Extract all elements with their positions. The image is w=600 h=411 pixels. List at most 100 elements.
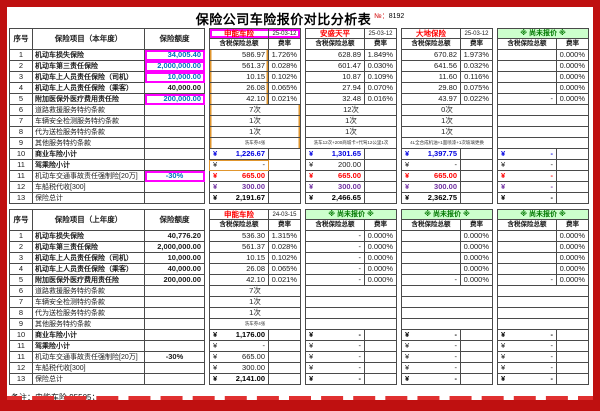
yen-symbol: ¥ (501, 374, 506, 384)
cell-service-value (401, 308, 493, 319)
cell-row-number: 10 (9, 330, 33, 341)
header-amount-with-tax: 含税保险总额 (305, 39, 365, 50)
cell-quota: 200,000.00 (145, 275, 205, 286)
cell-amount: 26.08 (209, 264, 269, 275)
header-amount-with-tax: 含税保险总额 (401, 220, 461, 231)
cell-money-value: ¥ - (209, 341, 269, 352)
cell-rate-empty (461, 352, 493, 363)
cell-rate: 0.016% (365, 94, 397, 105)
cell-amount (497, 231, 557, 242)
cell-rate-empty (557, 193, 589, 204)
cell-rate: 0.000% (557, 275, 589, 286)
cell-rate: 0.000% (365, 231, 397, 242)
cell-money-value: ¥ - (305, 341, 365, 352)
cell-quota (145, 341, 205, 352)
cell-rate-empty (365, 363, 397, 374)
cell-item-name: 附加医保外医疗费用责任险 (33, 94, 145, 105)
cell-amount (401, 231, 461, 242)
yen-symbol: ¥ (309, 341, 314, 351)
cell-amount: - (305, 275, 365, 286)
cell-amount: 670.82 (401, 50, 461, 61)
cell-quota (145, 149, 205, 160)
cell-amount (497, 253, 557, 264)
money-amount: - (454, 160, 458, 170)
cell-row-number: 1 (9, 50, 33, 61)
yen-symbol: ¥ (309, 352, 314, 362)
cell-service-value: 1次 (305, 116, 397, 127)
yen-symbol: ¥ (501, 363, 506, 373)
company-name: 大地保险 (401, 28, 461, 39)
cell-rate-empty (269, 149, 301, 160)
cell-service-value: 1次 (305, 127, 397, 138)
cell-money-value: ¥665.00 (305, 171, 365, 182)
cell-amount: - (305, 253, 365, 264)
cell-money-value: ¥1,301.65 (305, 149, 365, 160)
cell-amount: 11.60 (401, 72, 461, 83)
cell-amount: 10.15 (209, 253, 269, 264)
cell-amount: 536.30 (209, 231, 269, 242)
yen-symbol: ¥ (213, 363, 218, 373)
cell-rate-empty (461, 330, 493, 341)
cell-service-value (305, 308, 397, 319)
cell-rate-empty (461, 149, 493, 160)
cell-amount (497, 242, 557, 253)
cell-rate-empty (365, 330, 397, 341)
cell-rate-empty (269, 341, 301, 352)
header-item: 保险项目（本年度） (33, 28, 145, 50)
header-amount-with-tax: 含税保险总额 (497, 39, 557, 50)
cell-rate: 0.000% (557, 50, 589, 61)
cell-rate: 0.109% (365, 72, 397, 83)
cell-row-number: 10 (9, 149, 33, 160)
money-amount: 300.00 (242, 182, 265, 192)
cell-rate: 0.000% (557, 72, 589, 83)
cell-quota: 40,000.00 (145, 264, 205, 275)
cell-item-name: 机动车损失保险 (33, 231, 145, 242)
cell-service-value: 12次 (305, 105, 397, 116)
cell-money-value: ¥300.00 (401, 182, 461, 193)
cell-row-number: 8 (9, 127, 33, 138)
cell-service-value: 洗车券4张 (209, 319, 301, 330)
money-amount: 665.00 (434, 171, 457, 181)
cell-row-number: 11 (9, 352, 33, 363)
cell-rate: 1.973% (461, 50, 493, 61)
cell-quota (145, 182, 205, 193)
cell-rate: 1.726% (269, 50, 301, 61)
cell-rate: 0.116% (461, 72, 493, 83)
cell-item-name: 车辆安全检测特约条款 (33, 297, 145, 308)
cell-rate: 0.028% (269, 61, 301, 72)
cell-item-name: 机动车上人员责任保险（乘客） (33, 83, 145, 94)
cell-amount: 561.37 (209, 61, 269, 72)
cell-row-number: 7 (9, 297, 33, 308)
cell-item-name: 商业车险小计 (33, 149, 145, 160)
cell-quota (145, 363, 205, 374)
cell-quota (145, 297, 205, 308)
cell-money-value: ¥ - (401, 363, 461, 374)
cell-item-name: 机动车第三责任保险 (33, 242, 145, 253)
cell-service-value (497, 105, 589, 116)
yen-symbol: ¥ (501, 352, 506, 362)
company-name: 申能车险 (209, 209, 269, 220)
page-title: 保险公司车险报价对比分析表 (195, 12, 372, 27)
cell-quota: 40,776.20 (145, 231, 205, 242)
cell-money-value: ¥ - (401, 160, 461, 171)
cell-rate: 0.000% (461, 253, 493, 264)
cell-rate: 1.315% (269, 231, 301, 242)
cell-service-value (497, 319, 589, 330)
company-date: 24-03-15 (269, 209, 301, 220)
cell-rate: 0.102% (269, 72, 301, 83)
yen-symbol: ¥ (213, 374, 218, 384)
money-amount: - (358, 374, 362, 384)
cell-amount: 628.89 (305, 50, 365, 61)
header-rate: 费率 (461, 39, 493, 50)
yen-symbol: ¥ (405, 193, 410, 203)
money-amount: - (358, 341, 362, 351)
cell-rate: 1.849% (365, 50, 397, 61)
yen-symbol: ¥ (309, 374, 314, 384)
cell-rate: 0.000% (461, 231, 493, 242)
cell-amount: 43.97 (401, 94, 461, 105)
cell-item-name: 驾乘险小计 (33, 160, 145, 171)
cell-rate: 0.028% (269, 242, 301, 253)
cell-amount: 561.37 (209, 242, 269, 253)
yen-symbol: ¥ (213, 193, 218, 203)
cell-rate-empty (269, 363, 301, 374)
